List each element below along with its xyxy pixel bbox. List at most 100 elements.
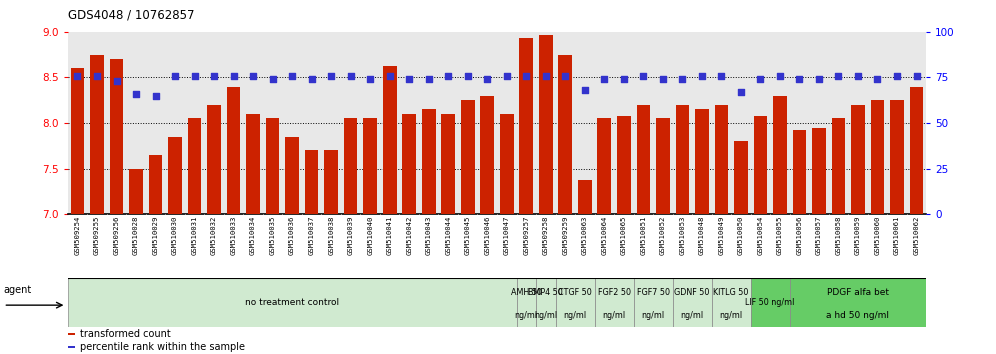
Bar <box>285 137 299 354</box>
Text: GSM510044: GSM510044 <box>445 216 451 256</box>
Text: GSM510065: GSM510065 <box>621 216 626 256</box>
Point <box>323 73 339 79</box>
Text: CTGF 50: CTGF 50 <box>558 288 592 297</box>
Text: GSM509255: GSM509255 <box>94 216 100 256</box>
Text: GSM510043: GSM510043 <box>425 216 431 256</box>
Bar <box>793 130 807 354</box>
Bar <box>559 55 572 354</box>
Bar <box>675 105 689 354</box>
Point <box>889 73 905 79</box>
Text: ng/ml: ng/ml <box>603 310 625 320</box>
Bar <box>71 68 85 354</box>
Text: ng/ml: ng/ml <box>641 310 664 320</box>
Text: GSM510049: GSM510049 <box>718 216 724 256</box>
Bar <box>656 119 669 354</box>
Text: GSM510056: GSM510056 <box>797 216 803 256</box>
Bar <box>734 141 748 354</box>
Point <box>870 76 885 82</box>
Bar <box>266 119 280 354</box>
Bar <box>617 116 630 354</box>
Point <box>245 73 261 79</box>
Text: transformed count: transformed count <box>80 329 170 339</box>
Point <box>440 73 456 79</box>
Point <box>694 73 710 79</box>
Text: GSM509254: GSM509254 <box>75 216 81 256</box>
Point <box>908 73 924 79</box>
Bar <box>500 114 514 354</box>
Point <box>167 73 183 79</box>
Bar <box>712 278 751 327</box>
Bar <box>402 114 416 354</box>
Text: GSM510037: GSM510037 <box>309 216 315 256</box>
Bar <box>751 278 790 327</box>
Bar <box>695 109 709 354</box>
Text: no treatment control: no treatment control <box>245 298 340 307</box>
Point <box>713 73 729 79</box>
Text: GSM510059: GSM510059 <box>855 216 861 256</box>
Text: GSM510032: GSM510032 <box>211 216 217 256</box>
Text: GSM510033: GSM510033 <box>231 216 237 256</box>
Text: GSM510062: GSM510062 <box>913 216 919 256</box>
Point <box>538 73 554 79</box>
Bar <box>636 105 650 354</box>
Point <box>772 73 788 79</box>
Bar <box>672 278 712 327</box>
Bar <box>168 137 182 354</box>
Text: percentile rank within the sample: percentile rank within the sample <box>80 342 245 352</box>
Text: GSM510035: GSM510035 <box>270 216 276 256</box>
Text: GSM510042: GSM510042 <box>406 216 412 256</box>
Text: GSM510058: GSM510058 <box>836 216 842 256</box>
Bar <box>227 86 240 354</box>
Bar <box>441 114 455 354</box>
Text: GSM510053: GSM510053 <box>679 216 685 256</box>
Bar <box>773 96 787 354</box>
Point <box>343 73 359 79</box>
Point <box>792 76 808 82</box>
Point <box>304 76 320 82</box>
Bar <box>790 278 926 327</box>
Text: GDNF 50: GDNF 50 <box>674 288 710 297</box>
Bar <box>68 346 76 348</box>
Text: BMP4 50: BMP4 50 <box>529 288 563 297</box>
Bar <box>812 127 826 354</box>
Bar <box>246 114 260 354</box>
Point <box>128 91 144 97</box>
Text: GSM510045: GSM510045 <box>465 216 471 256</box>
Bar <box>520 38 533 354</box>
Text: ng/ml: ng/ml <box>534 310 558 320</box>
Point <box>381 73 397 79</box>
Text: LIF 50 ng/ml: LIF 50 ng/ml <box>745 298 795 307</box>
Bar <box>207 105 221 354</box>
Text: GDS4048 / 10762857: GDS4048 / 10762857 <box>68 9 194 22</box>
Point <box>70 73 86 79</box>
Text: GSM510046: GSM510046 <box>484 216 490 256</box>
Bar <box>148 155 162 354</box>
Bar <box>754 116 767 354</box>
Text: GSM510064: GSM510064 <box>602 216 608 256</box>
Point <box>147 93 163 98</box>
Point <box>752 76 768 82</box>
Point <box>460 73 476 79</box>
Point <box>363 76 378 82</box>
Bar <box>422 109 435 354</box>
Bar <box>832 119 846 354</box>
Bar <box>461 100 474 354</box>
Text: GSM510047: GSM510047 <box>504 216 510 256</box>
Point <box>558 73 574 79</box>
Point <box>499 73 515 79</box>
Bar <box>91 55 104 354</box>
Point <box>420 76 436 82</box>
Point <box>850 73 866 79</box>
Text: GSM510051: GSM510051 <box>640 216 646 256</box>
Text: GSM510036: GSM510036 <box>289 216 295 256</box>
Point <box>109 78 124 84</box>
Text: GSM510055: GSM510055 <box>777 216 783 256</box>
Text: ng/ml: ng/ml <box>515 310 538 320</box>
Text: ng/ml: ng/ml <box>680 310 704 320</box>
Text: GSM510029: GSM510029 <box>152 216 158 256</box>
Bar <box>68 278 517 327</box>
Point <box>811 76 827 82</box>
Text: GSM509256: GSM509256 <box>114 216 120 256</box>
Point <box>206 73 222 79</box>
Text: GSM510048: GSM510048 <box>699 216 705 256</box>
